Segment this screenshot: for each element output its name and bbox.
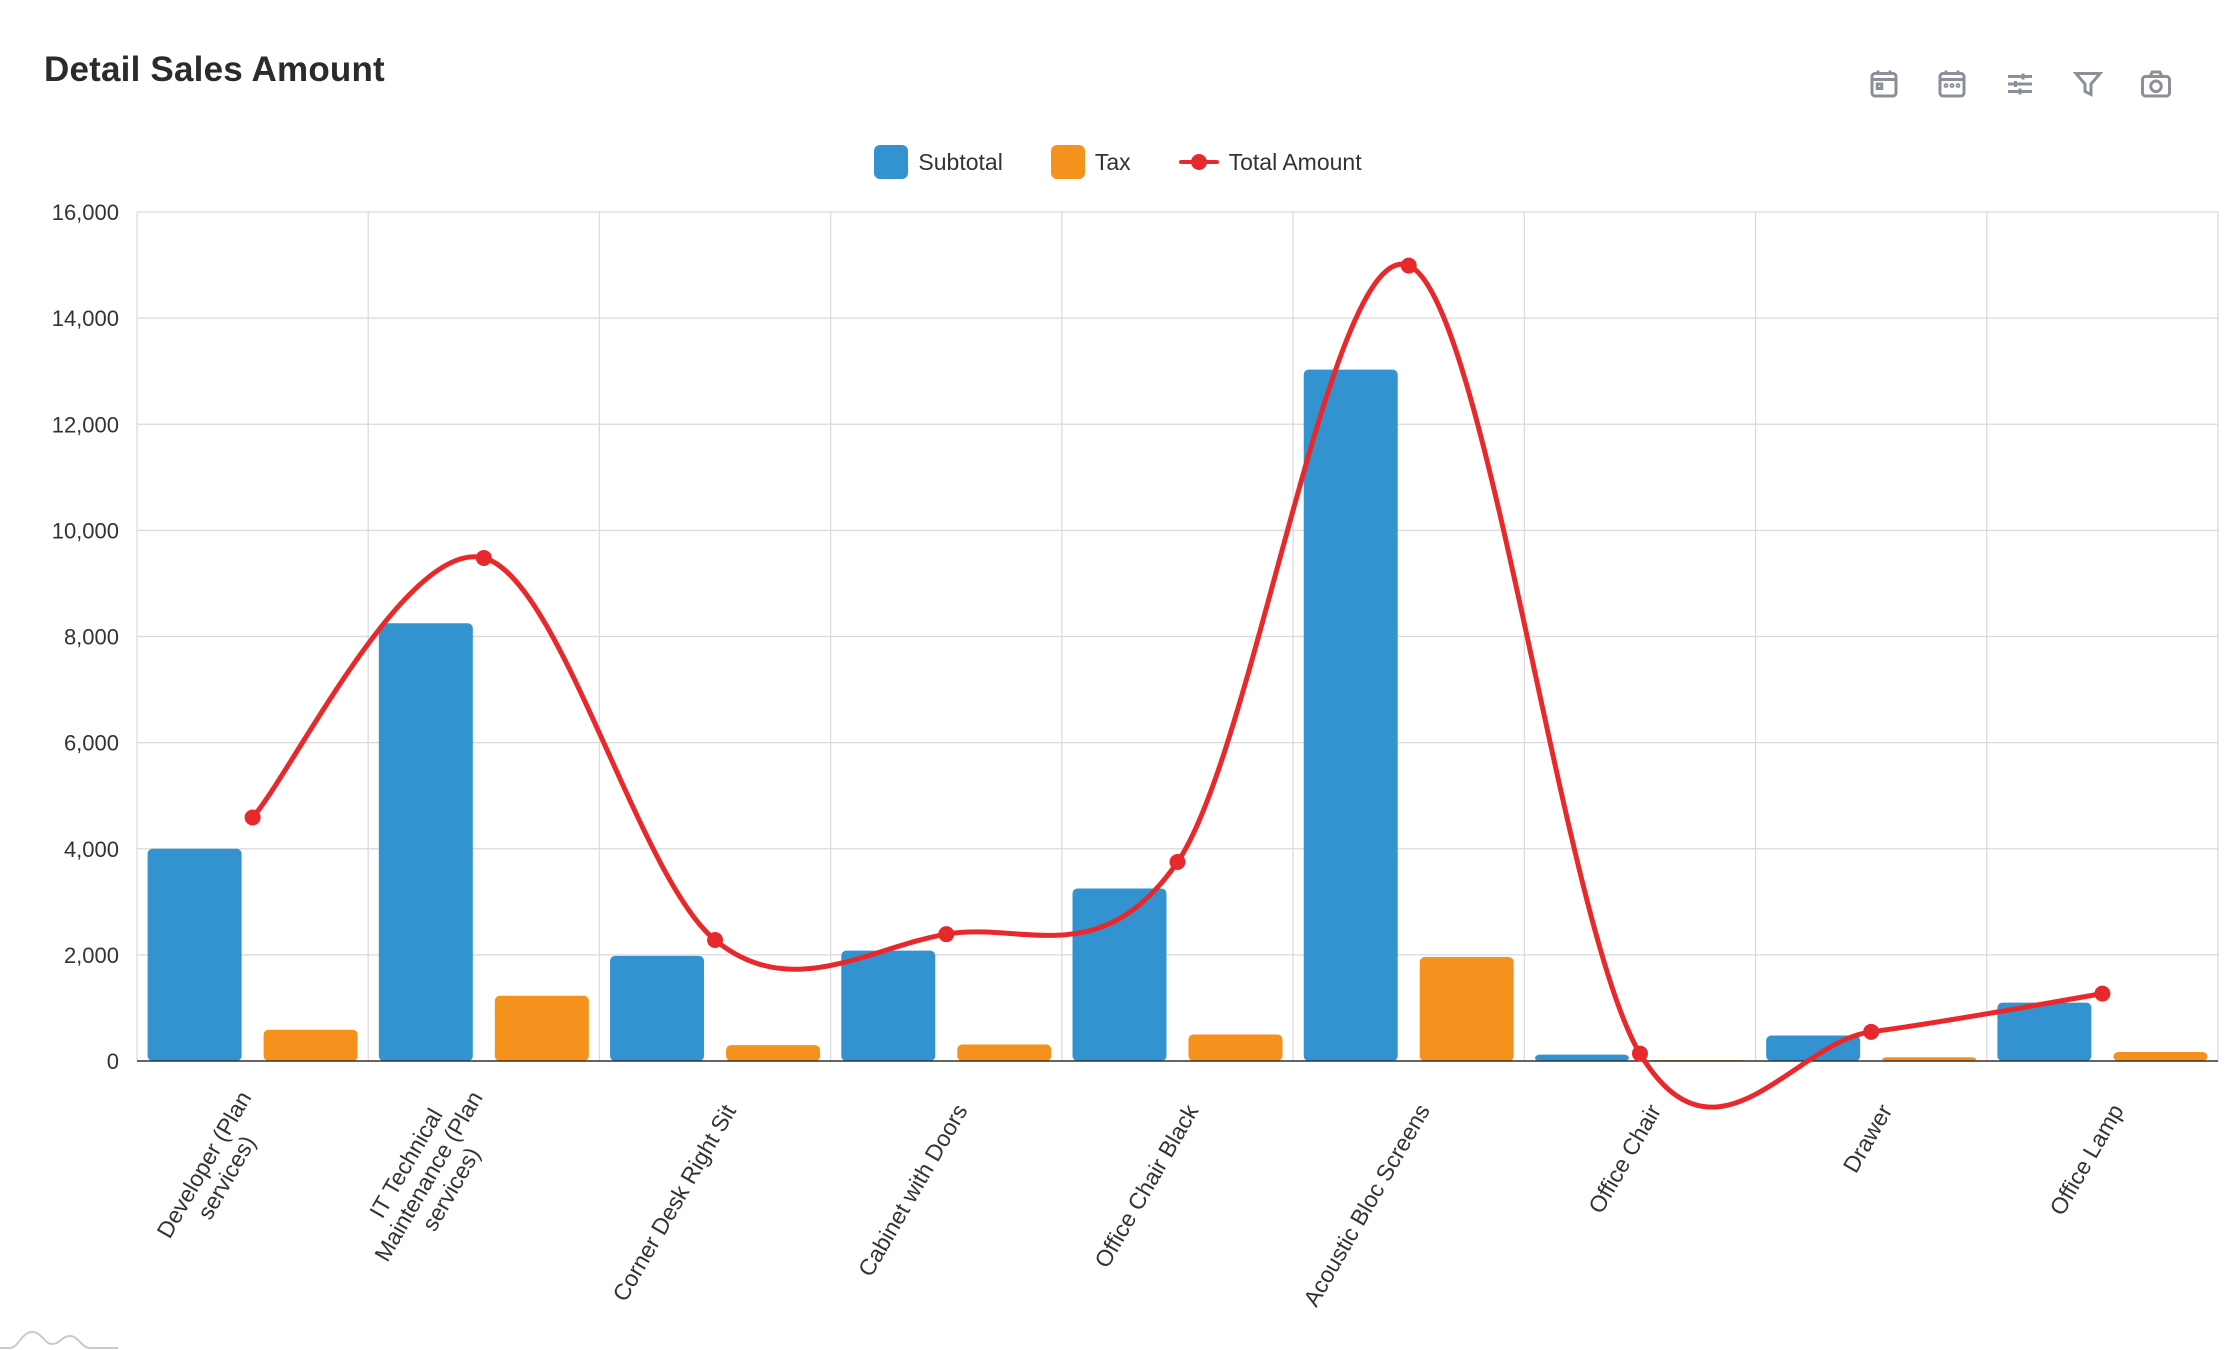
bar-subtotal xyxy=(1072,888,1167,1061)
calendar-icon[interactable] xyxy=(1928,60,1976,108)
x-tick-label: Corner Desk Right Sit xyxy=(607,1100,741,1306)
x-tick-label: Office Chair Black xyxy=(1089,1100,1204,1272)
point-total-amount xyxy=(1863,1023,1880,1040)
bar-subtotal xyxy=(841,950,936,1061)
legend-swatch-subtotal xyxy=(874,145,909,179)
y-tick-label: 12,000 xyxy=(52,412,119,437)
bar-tax xyxy=(1882,1057,1977,1061)
camera-icon[interactable] xyxy=(2132,60,2180,108)
bar-subtotal xyxy=(1303,369,1398,1062)
bar-subtotal xyxy=(378,623,473,1061)
y-tick-label: 8,000 xyxy=(64,625,119,650)
legend-label-tax: Tax xyxy=(1094,148,1131,175)
chart-toolbar xyxy=(1860,60,2180,108)
bar-subtotal xyxy=(1997,1002,2092,1061)
point-total-amount xyxy=(707,932,724,949)
bar-tax xyxy=(726,1045,821,1061)
legend-swatch-total-amount xyxy=(1178,145,1219,179)
point-total-amount xyxy=(2094,985,2111,1002)
y-tick-label: 6,000 xyxy=(64,731,119,756)
point-total-amount xyxy=(244,809,261,826)
bar-tax xyxy=(494,995,589,1061)
legend-label-total-amount: Total Amount xyxy=(1228,148,1362,175)
bar-subtotal xyxy=(610,955,705,1061)
filter-icon[interactable] xyxy=(2064,60,2112,108)
brand-logo-icon xyxy=(0,1330,118,1349)
bar-tax xyxy=(1188,1034,1283,1061)
calendar-day-icon[interactable] xyxy=(1860,60,1908,108)
point-total-amount xyxy=(1169,854,1186,871)
legend-item-tax[interactable]: Tax xyxy=(1050,145,1131,179)
y-tick-label: 16,000 xyxy=(52,200,119,225)
legend-label-subtotal: Subtotal xyxy=(918,148,1003,175)
point-total-amount xyxy=(1400,257,1417,274)
chart-legend: Subtotal Tax Total Amount xyxy=(0,145,2236,179)
y-tick-label: 2,000 xyxy=(64,943,119,968)
bar-subtotal xyxy=(1534,1054,1629,1061)
x-tick-label: IT TechnicalMaintenance (Planservices) xyxy=(347,1074,510,1279)
legend-item-total-amount[interactable]: Total Amount xyxy=(1178,145,1362,179)
x-tick-label: Acoustic Bloc Screens xyxy=(1298,1100,1435,1311)
point-total-amount xyxy=(938,926,955,943)
y-tick-label: 10,000 xyxy=(52,518,119,543)
bar-tax xyxy=(263,1029,358,1061)
y-tick-label: 0 xyxy=(107,1049,119,1074)
legend-item-subtotal[interactable]: Subtotal xyxy=(874,145,1003,179)
chart-title: Detail Sales Amount xyxy=(44,50,385,89)
bar-subtotal xyxy=(147,848,242,1061)
bar-tax xyxy=(1419,956,1514,1061)
legend-swatch-tax xyxy=(1050,145,1085,179)
y-tick-label: 4,000 xyxy=(64,837,119,862)
x-tick-label: Office Lamp xyxy=(2044,1100,2128,1220)
x-tick-label: Developer (Planservices) xyxy=(151,1087,278,1256)
x-tick-label: Office Chair xyxy=(1583,1100,1666,1218)
y-tick-label: 14,000 xyxy=(52,306,119,331)
point-total-amount xyxy=(1631,1045,1648,1062)
line-total-amount xyxy=(250,261,2103,1110)
x-tick-label: Cabinet with Doors xyxy=(853,1100,973,1281)
point-total-amount xyxy=(475,549,492,566)
sliders-icon[interactable] xyxy=(1996,60,2044,108)
x-tick-label: Drawer xyxy=(1838,1100,1898,1177)
bar-tax xyxy=(957,1044,1052,1061)
bar-tax xyxy=(2113,1051,2208,1061)
